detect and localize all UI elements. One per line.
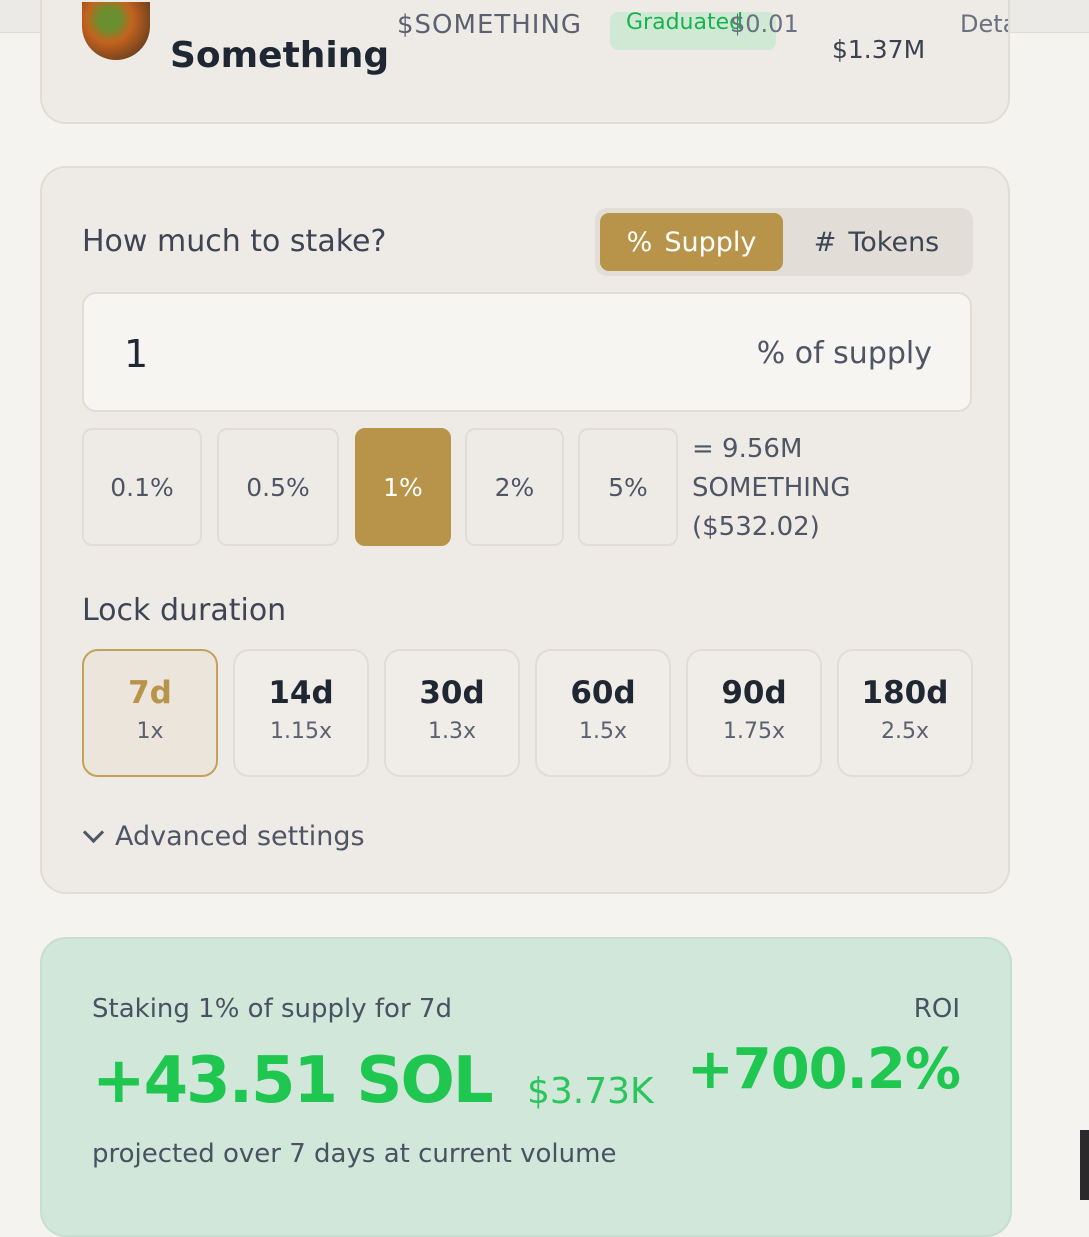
advanced-settings-label: Advanced settings xyxy=(115,821,365,852)
stake-amount-value: 1 xyxy=(124,332,149,376)
lock-days: 60d xyxy=(570,675,636,711)
hash-icon: # xyxy=(813,226,837,258)
tokens-mode-label: Tokens xyxy=(848,226,940,258)
preset-2-percent-button[interactable]: 2% xyxy=(465,428,564,546)
roi-label: ROI xyxy=(913,994,960,1024)
advanced-settings-toggle[interactable]: Advanced settings xyxy=(82,821,365,852)
roi-value: +700.2% xyxy=(686,1037,961,1102)
lock-14d-button[interactable]: 14d 1.15x xyxy=(233,649,369,777)
projection-summary-card: Staking 1% of supply for 7d +43.51 SOL $… xyxy=(40,937,1012,1237)
projected-sol: +43.51 SOL xyxy=(92,1044,494,1118)
lock-7d-button[interactable]: 7d 1x xyxy=(82,649,218,777)
token-equivalent-usd: ($532.02) xyxy=(692,512,820,542)
details-link[interactable]: Details xyxy=(960,10,1008,38)
stake-amount-input[interactable]: 1 % of supply xyxy=(82,292,972,412)
lock-multiplier: 1.3x xyxy=(427,719,476,744)
chevron-down-icon xyxy=(82,821,105,844)
lock-multiplier: 1.5x xyxy=(578,719,627,744)
token-equivalent-amount: = 9.56M xyxy=(692,434,803,464)
token-avatar xyxy=(82,2,150,60)
preset-0-1-percent-button[interactable]: 0.1% xyxy=(82,428,202,546)
stake-card: How much to stake? % Supply # Tokens 1 %… xyxy=(40,166,1010,894)
lock-duration-title: Lock duration xyxy=(82,593,287,628)
token-equivalent-symbol: SOMETHING xyxy=(692,473,851,503)
stake-mode-toggle: % Supply # Tokens xyxy=(595,208,973,276)
lock-30d-button[interactable]: 30d 1.3x xyxy=(384,649,520,777)
stake-title: How much to stake? xyxy=(82,224,387,259)
lock-180d-button[interactable]: 180d 2.5x xyxy=(837,649,973,777)
lock-multiplier: 1.15x xyxy=(269,719,332,744)
lock-days: 30d xyxy=(419,675,485,711)
token-name: Something xyxy=(170,35,390,76)
lock-days: 90d xyxy=(721,675,787,711)
lock-days: 14d xyxy=(268,675,334,711)
tokens-mode-button[interactable]: # Tokens xyxy=(785,213,968,271)
scrollbar-edge xyxy=(1080,1130,1089,1200)
lock-multiplier: 2.5x xyxy=(880,719,929,744)
lock-multiplier: 1.75x xyxy=(722,719,785,744)
token-price: $0.01 xyxy=(730,10,799,38)
token-equivalent: = 9.56M SOMETHING ($532.02) xyxy=(692,430,851,547)
summary-description: Staking 1% of supply for 7d xyxy=(92,994,452,1024)
percent-icon: % xyxy=(626,226,653,258)
preset-5-percent-button[interactable]: 5% xyxy=(578,428,678,546)
projection-footnote: projected over 7 days at current volume xyxy=(92,1139,617,1169)
projected-usd: $3.73K xyxy=(527,1071,654,1112)
token-header-card: $SOMETHING Graduated $0.01 Details Somet… xyxy=(40,0,1010,124)
lock-60d-button[interactable]: 60d 1.5x xyxy=(535,649,671,777)
preset-0-5-percent-button[interactable]: 0.5% xyxy=(217,428,339,546)
market-cap: $1.37M xyxy=(832,35,926,64)
preset-1-percent-button[interactable]: 1% xyxy=(355,428,451,546)
lock-multiplier: 1x xyxy=(136,719,164,744)
lock-days: 7d xyxy=(128,675,172,711)
lock-90d-button[interactable]: 90d 1.75x xyxy=(686,649,822,777)
status-badge: Graduated xyxy=(610,12,776,50)
stake-amount-unit: % of supply xyxy=(756,336,932,371)
lock-days: 180d xyxy=(861,675,949,711)
supply-mode-label: Supply xyxy=(664,226,757,258)
supply-mode-button[interactable]: % Supply xyxy=(600,213,783,271)
token-ticker: $SOMETHING xyxy=(397,10,583,40)
